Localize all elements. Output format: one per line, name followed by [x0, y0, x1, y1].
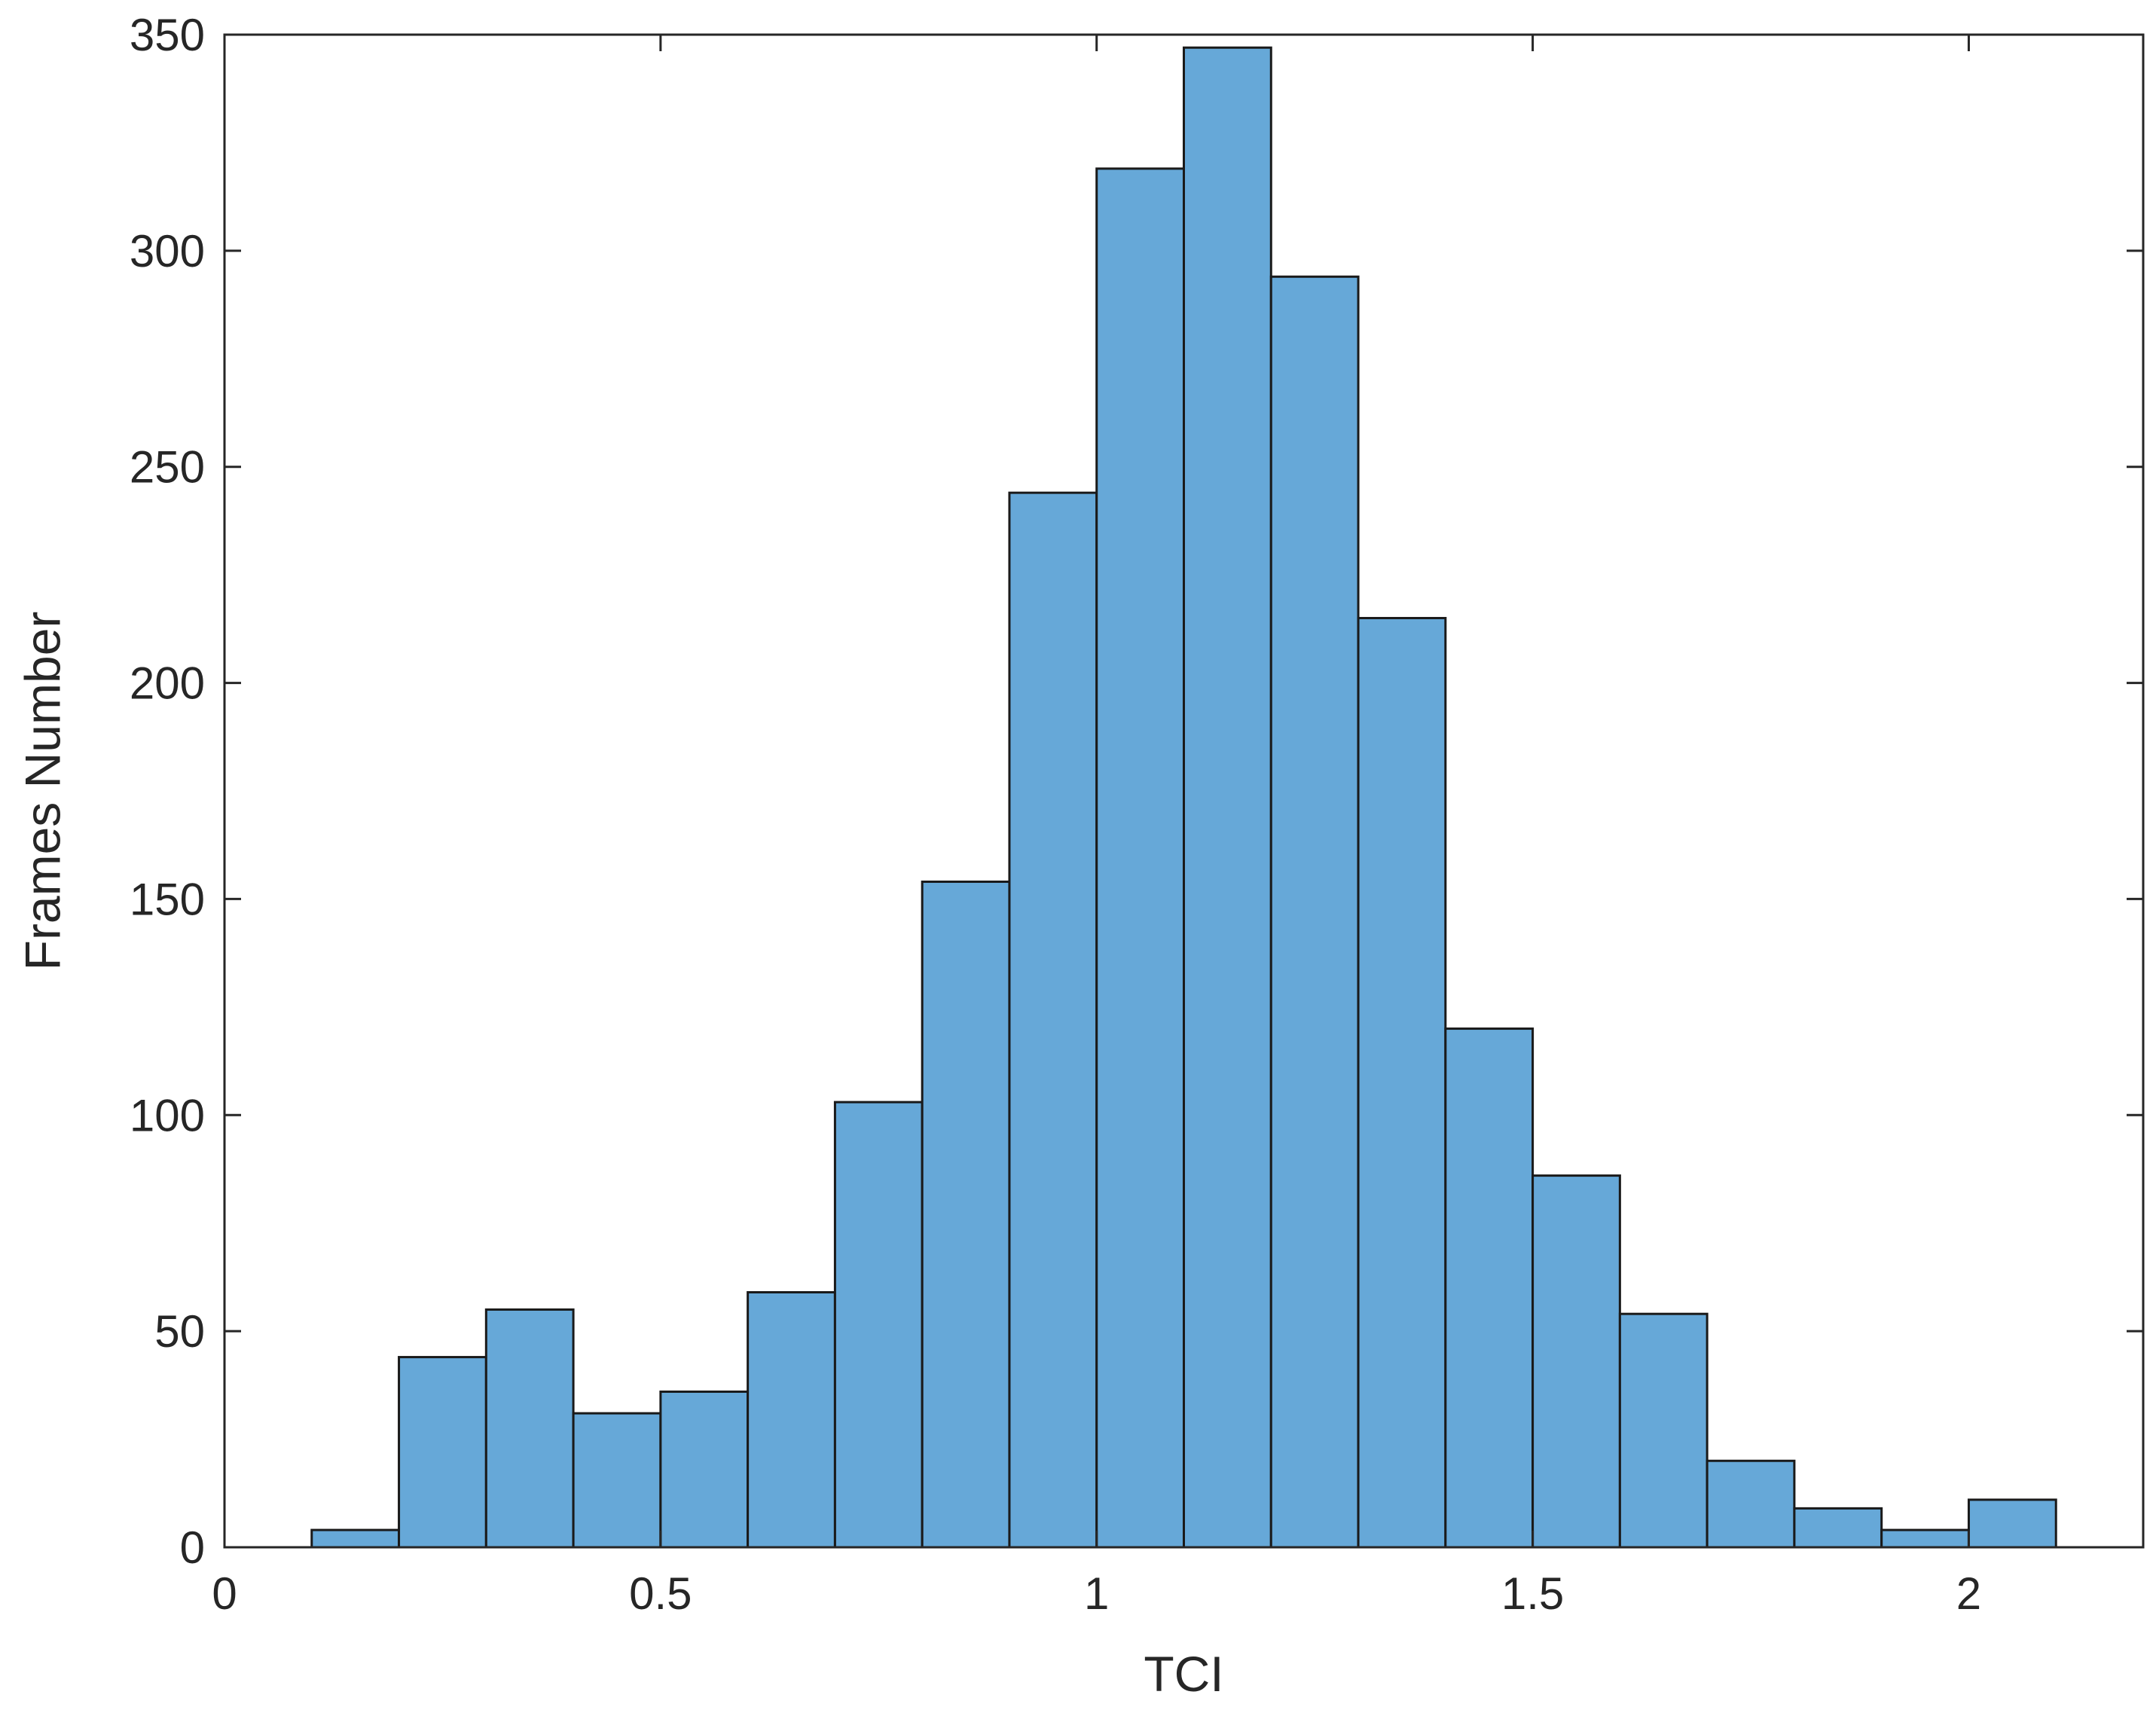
x-tick-label: 1: [1084, 1568, 1109, 1619]
y-tick-label: 250: [130, 442, 205, 493]
histogram-bar: [1269, 275, 1360, 1549]
x-tick-label: 2: [1956, 1568, 1981, 1619]
histogram-bar: [1357, 617, 1447, 1549]
y-tick-labels: 0 50 100 150 200 250 300 350: [130, 10, 205, 1573]
plot-frame: [223, 33, 2145, 1549]
histogram-bar: [1444, 1027, 1535, 1549]
histogram-bar: [484, 1308, 575, 1549]
histogram-bar: [1618, 1312, 1709, 1549]
histogram-bar: [747, 1291, 836, 1549]
x-tick-label: 1.5: [1501, 1568, 1564, 1619]
histogram-bar: [310, 1528, 401, 1549]
y-tick-label: 150: [130, 874, 205, 924]
x-tick-labels: 0 0.5 1 1.5 2: [212, 1568, 1981, 1619]
histogram-bar: [1706, 1459, 1796, 1549]
y-tick-label: 300: [130, 226, 205, 276]
histogram-bar: [398, 1356, 487, 1549]
x-tick-label: 0: [212, 1568, 237, 1619]
histogram-bar: [659, 1390, 750, 1549]
histogram-bar: [1008, 491, 1098, 1549]
y-tick-label: 100: [130, 1090, 205, 1140]
histogram-bar: [572, 1412, 662, 1549]
histogram-bar: [921, 880, 1011, 1549]
y-tick-label: 0: [180, 1522, 205, 1573]
histogram-bar: [1880, 1528, 1970, 1549]
y-tick-label: 350: [130, 10, 205, 60]
y-tick-label: 200: [130, 658, 205, 709]
histogram-bar: [1967, 1498, 2057, 1549]
x-axis-label: TCI: [1144, 1646, 1223, 1702]
histogram-bar: [833, 1101, 924, 1549]
y-axis-label: Frames Number: [14, 612, 70, 971]
histogram-bar: [1183, 46, 1272, 1549]
x-tick-label: 0.5: [629, 1568, 692, 1619]
y-tick-label: 50: [154, 1306, 205, 1357]
bars-group: [310, 46, 2057, 1549]
histogram-bar: [1095, 167, 1186, 1549]
histogram-bar: [1793, 1507, 1883, 1549]
histogram-bar: [1531, 1174, 1621, 1549]
